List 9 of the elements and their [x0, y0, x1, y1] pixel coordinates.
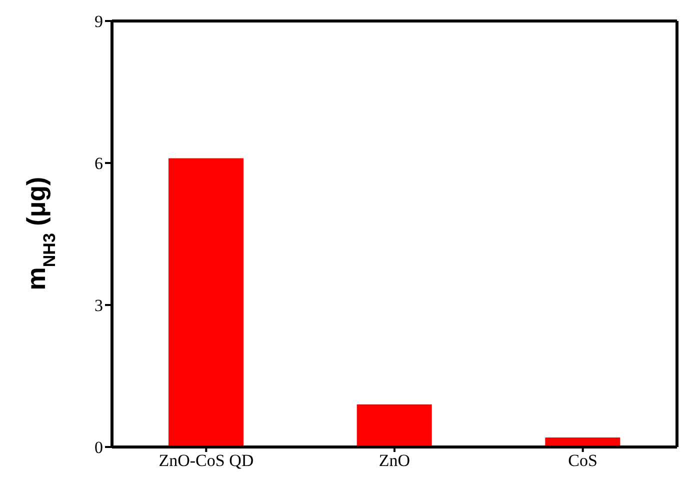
y-tick-label: 6	[94, 154, 103, 174]
x-tick-label: ZnO	[378, 451, 410, 470]
y-tick-label: 3	[94, 296, 103, 316]
bar	[168, 158, 244, 447]
y-tick-label: 0	[94, 438, 103, 458]
x-tick-label: ZnO-CoS QD	[158, 451, 254, 470]
bar	[356, 404, 432, 447]
x-tick-label: CoS	[568, 451, 598, 470]
y-tick-label: 9	[94, 12, 103, 32]
